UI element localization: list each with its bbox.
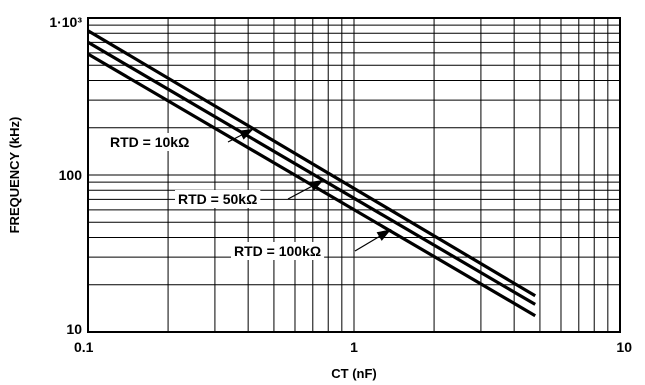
- x-axis-title: CT (nF): [331, 366, 376, 381]
- annotation-arrowhead-1: [239, 128, 254, 140]
- x-tick-label-0: 0.1: [74, 339, 94, 355]
- annotation-label-1: RTD = 10kΩ: [110, 134, 189, 150]
- annotation-label-2: RTD = 50kΩ: [178, 191, 257, 207]
- x-tick-label-1: 1: [350, 339, 358, 355]
- plot-frame: [87, 17, 621, 333]
- y-axis-title: FREQUENCY (kHz): [7, 117, 22, 234]
- tick-labels: 0.1 1 10 10 100 1·10³: [49, 14, 632, 355]
- annotation-label-bg-2: [175, 190, 261, 208]
- series-line-1: [87, 29, 537, 298]
- series-lines: [87, 29, 537, 318]
- annotation-label-bg-1: [107, 133, 193, 151]
- annotation-label-3: RTD = 100kΩ: [234, 243, 321, 259]
- x-tick-label-2: 10: [616, 339, 632, 355]
- annotation-arrowhead-2: [309, 179, 324, 191]
- annotation-arrowhead-3: [376, 229, 392, 241]
- y-tick-label-2: 1·10³: [49, 14, 82, 30]
- series-line-2: [87, 40, 537, 306]
- annotation-label-bg-3: [231, 242, 325, 260]
- annotations: RTD = 10kΩ RTD = 50kΩ RTD = 100kΩ: [107, 128, 392, 260]
- grid: [88, 18, 620, 332]
- y-tick-label-0: 10: [66, 321, 82, 337]
- y-tick-label-1: 100: [59, 167, 83, 183]
